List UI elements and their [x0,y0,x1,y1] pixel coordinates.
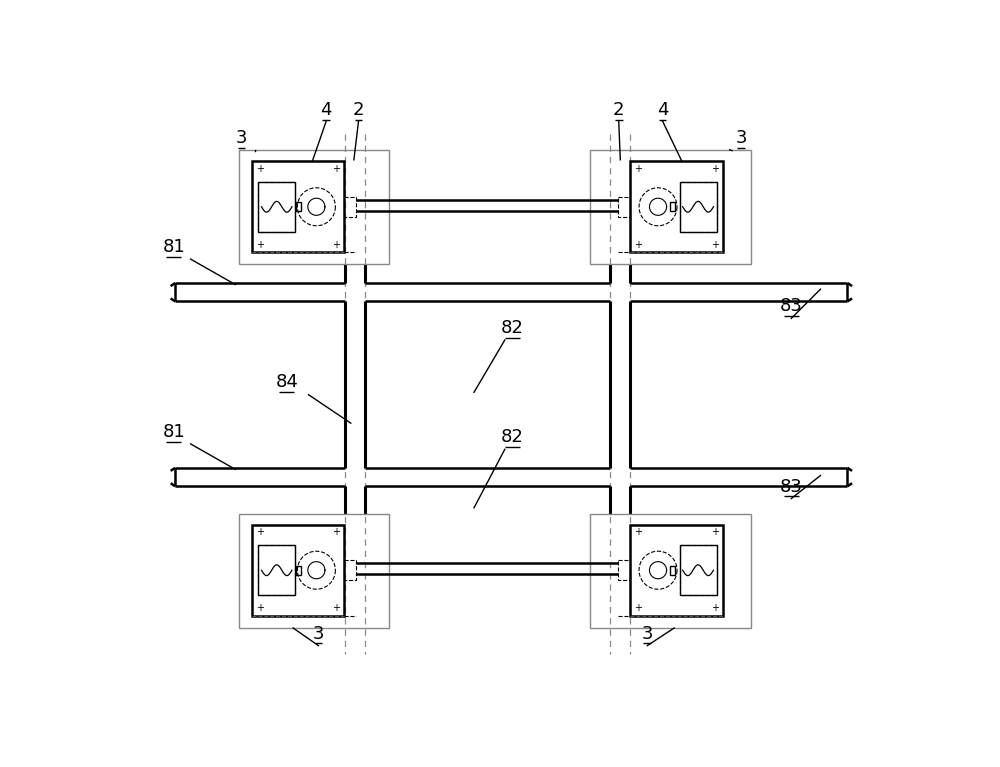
Bar [680,545,717,595]
Text: +: + [256,528,264,538]
Bar [590,514,751,628]
Text: +: + [711,528,719,538]
Bar [630,161,723,252]
Text: +: + [256,239,264,249]
Bar [239,150,389,264]
Bar [344,197,356,217]
Text: +: + [634,603,642,613]
Text: +: + [332,164,340,174]
Text: +: + [332,603,340,613]
Bar [618,197,630,217]
Text: 4: 4 [320,101,332,119]
Bar [670,565,675,574]
Text: +: + [256,164,264,174]
Bar [258,545,295,595]
Text: 83: 83 [780,478,803,495]
Text: +: + [634,164,642,174]
Bar [258,182,295,232]
Text: +: + [711,164,719,174]
Text: 81: 81 [162,423,185,441]
Bar [670,202,675,212]
Text: +: + [332,528,340,538]
Text: +: + [711,603,719,613]
Text: +: + [634,528,642,538]
Bar [680,182,717,232]
Bar [680,545,717,595]
Bar [590,150,751,264]
Text: +: + [256,603,264,613]
Text: 2: 2 [613,101,625,119]
Bar [618,560,630,580]
Bar [296,565,301,574]
Text: 3: 3 [735,130,747,147]
Text: +: + [711,239,719,249]
Text: 83: 83 [780,298,803,315]
Bar [258,182,295,232]
Text: 2: 2 [353,101,364,119]
Bar [252,525,344,616]
Text: 82: 82 [501,319,524,337]
Bar [344,560,356,580]
Text: 84: 84 [275,373,298,391]
Text: +: + [332,239,340,249]
Text: 4: 4 [657,101,668,119]
Bar [258,545,295,595]
Bar [630,525,723,616]
Bar [680,182,717,232]
Bar [239,514,389,628]
Text: 81: 81 [162,238,185,256]
Text: 82: 82 [501,428,524,446]
Bar [252,161,344,252]
Bar [296,202,301,212]
Text: +: + [634,239,642,249]
Text: 3: 3 [313,624,324,643]
Text: 3: 3 [236,130,247,147]
Text: 3: 3 [642,624,653,643]
